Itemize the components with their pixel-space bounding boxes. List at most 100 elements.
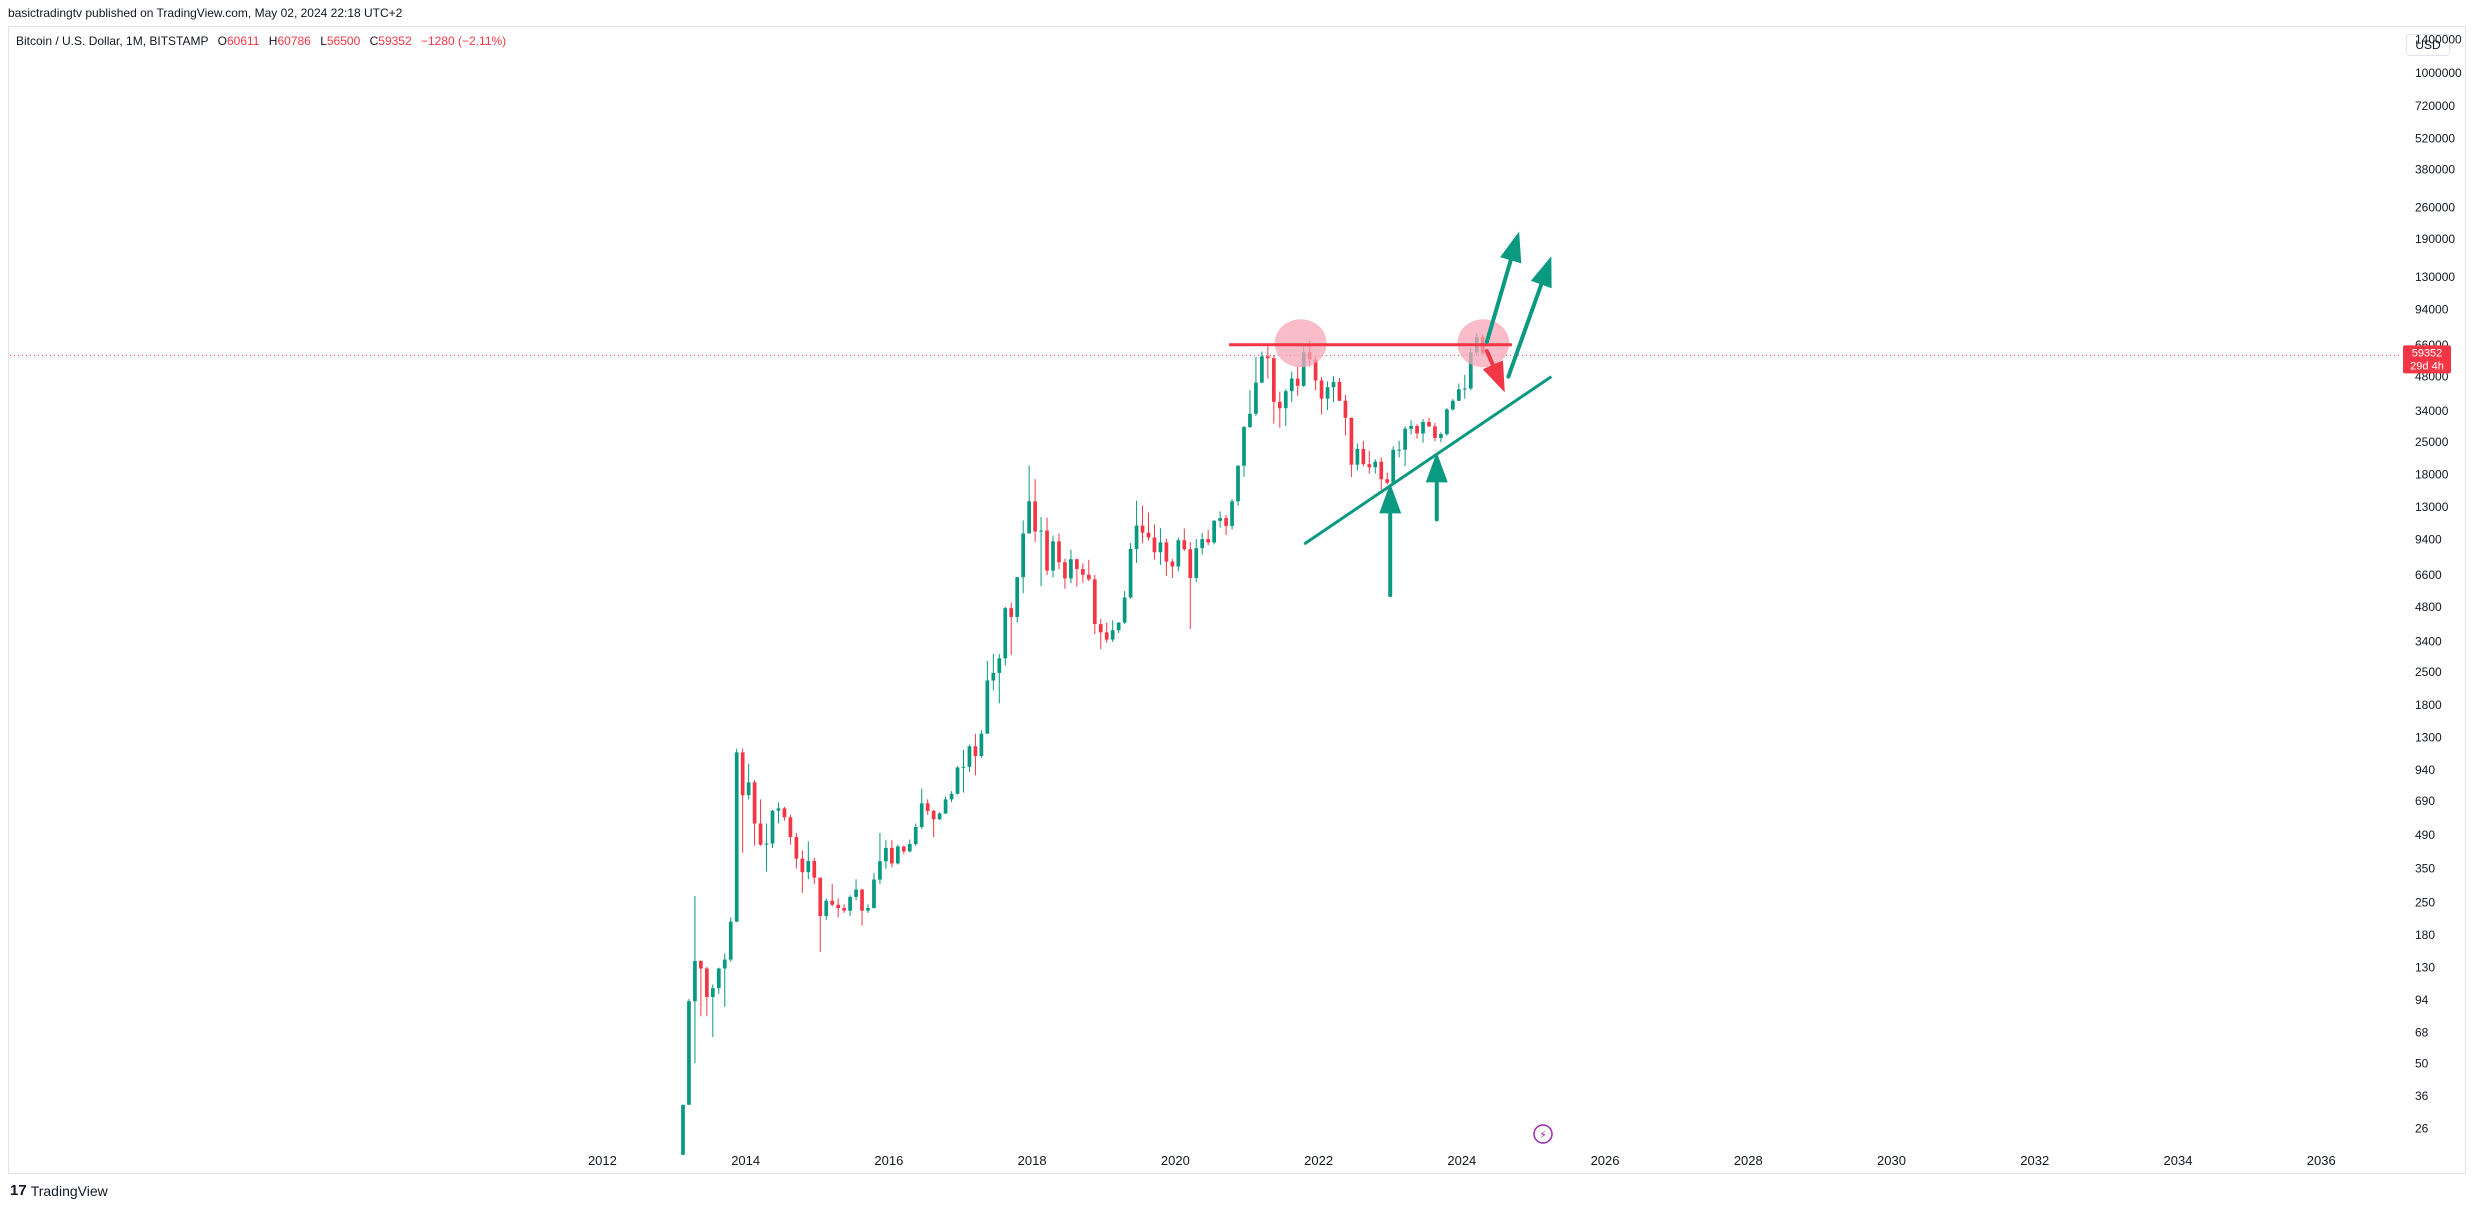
candle-body xyxy=(1313,359,1318,381)
candle-body xyxy=(1361,448,1366,465)
y-tick-label: 6600 xyxy=(2415,568,2442,582)
candle-body xyxy=(1033,501,1037,532)
y-tick-label: 25000 xyxy=(2415,435,2449,449)
y-tick-label: 94000 xyxy=(2415,302,2449,316)
candle-body xyxy=(1212,520,1216,543)
candle-body xyxy=(931,810,936,820)
candle-body xyxy=(1277,401,1282,409)
candle-body xyxy=(1164,542,1169,562)
symbol-title[interactable]: Bitcoin / U.S. Dollar, 1M, BITSTAMP xyxy=(16,34,209,48)
candle-body xyxy=(1045,530,1049,571)
candle-body xyxy=(1086,574,1091,580)
tradingview-brand[interactable]: 17 TradingView xyxy=(10,1182,108,1199)
currency-button[interactable]: USD xyxy=(2406,34,2450,56)
y-tick-label: 490 xyxy=(2415,828,2435,842)
y-tick-label: 2500 xyxy=(2415,665,2442,679)
candle-body xyxy=(1242,427,1246,466)
x-tick-label: 2024 xyxy=(1447,1153,1476,1168)
price-tag-countdown: 29d 4h xyxy=(2410,360,2444,372)
y-tick-label: 1400000 xyxy=(2415,32,2462,46)
y-tick-label: 1300 xyxy=(2415,730,2442,744)
candle-body xyxy=(1206,539,1211,543)
candle-body xyxy=(1182,540,1187,550)
candle-body xyxy=(687,1001,691,1105)
change-value: −1280 (−2.11%) xyxy=(420,34,507,48)
candle-body xyxy=(699,961,703,969)
candle-body xyxy=(1397,449,1402,451)
candle-body xyxy=(1427,421,1431,427)
candle-body xyxy=(842,908,846,911)
close-value: 59352 xyxy=(378,34,412,48)
y-tick-label: 380000 xyxy=(2415,163,2455,177)
y-tick-label: 13000 xyxy=(2415,500,2449,514)
lightning-icon xyxy=(1533,1124,1553,1144)
open-label: O xyxy=(217,34,227,48)
candle-body xyxy=(925,803,930,811)
candle-body xyxy=(1409,425,1413,429)
candle-body xyxy=(1075,559,1079,569)
candle-body xyxy=(800,858,805,873)
chart-pane[interactable] xyxy=(8,26,2466,1174)
lightning-icon-glyph: ⚡ xyxy=(1539,1129,1547,1142)
publisher-caption: basictradingtv published on TradingView.… xyxy=(8,6,403,20)
candle-body xyxy=(681,1104,685,1155)
candle-body xyxy=(1152,537,1157,553)
candle-body xyxy=(1224,518,1228,526)
candle-body xyxy=(734,752,739,922)
y-tick-label: 1800 xyxy=(2415,698,2442,712)
candle-body xyxy=(1116,622,1121,631)
candle-body xyxy=(1039,530,1043,532)
candle-body xyxy=(1170,561,1175,567)
candle-body xyxy=(1146,532,1151,538)
candle-body xyxy=(758,823,763,845)
up-arrow-head xyxy=(1500,231,1522,264)
candle-body xyxy=(1379,461,1384,480)
y-tick-label: 940 xyxy=(2415,763,2435,777)
x-tick-label: 2030 xyxy=(1877,1153,1906,1168)
y-tick-label: 690 xyxy=(2415,794,2435,808)
x-tick-label: 2032 xyxy=(2020,1153,2049,1168)
candle-body xyxy=(1230,501,1234,526)
highlight-circle xyxy=(1457,319,1510,368)
candle-body xyxy=(836,904,841,909)
candle-body xyxy=(1248,413,1252,428)
candle-body xyxy=(716,968,721,989)
candle-body xyxy=(1439,434,1443,438)
candle-body xyxy=(1015,577,1020,617)
candle-body xyxy=(1391,449,1396,483)
y-tick-label: 4800 xyxy=(2415,600,2442,614)
brand-name: TradingView xyxy=(30,1182,108,1199)
up-arrow-head xyxy=(1530,256,1552,289)
candle-body xyxy=(1266,356,1270,359)
candle-body xyxy=(1140,525,1145,533)
candle-body xyxy=(895,846,900,864)
candle-body xyxy=(1188,549,1193,578)
y-tick-label: 18000 xyxy=(2415,468,2449,482)
x-tick-label: 2028 xyxy=(1734,1153,1763,1168)
low-label: L xyxy=(320,34,327,48)
open-value: 60611 xyxy=(226,34,260,48)
candle-body xyxy=(1271,358,1276,402)
up-arrow-head xyxy=(1379,483,1402,514)
candle-body xyxy=(1403,428,1407,450)
x-tick-label: 2012 xyxy=(588,1153,617,1168)
candle-body xyxy=(919,803,924,828)
y-tick-label: 26 xyxy=(2415,1122,2429,1136)
candle-body xyxy=(1021,533,1026,578)
x-tick-label: 2034 xyxy=(2164,1153,2193,1168)
candle-body xyxy=(985,680,990,734)
support-trendline xyxy=(1303,375,1553,546)
y-tick-label: 350 xyxy=(2415,862,2435,876)
symbol-legend: Bitcoin / U.S. Dollar, 1M, BITSTAMP O606… xyxy=(16,34,506,48)
candle-body xyxy=(1355,448,1360,465)
x-tick-label: 2018 xyxy=(1018,1153,1047,1168)
candle-body xyxy=(824,900,829,917)
y-tick-label: 36 xyxy=(2415,1089,2429,1103)
y-tick-label: 9400 xyxy=(2415,533,2442,547)
candle-body xyxy=(1092,579,1097,625)
candle-body xyxy=(1301,352,1306,386)
candle-body xyxy=(1325,387,1330,399)
candle-body xyxy=(997,658,1002,673)
candle-body xyxy=(1176,540,1181,567)
candle-body xyxy=(812,860,817,878)
